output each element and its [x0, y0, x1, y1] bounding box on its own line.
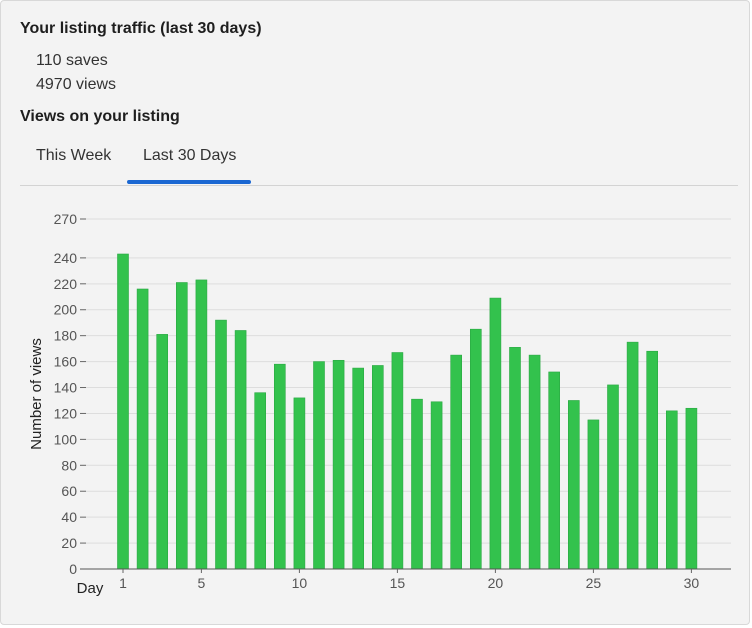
views-section-title: Views on your listing — [20, 108, 180, 125]
bar-day-9 — [273, 363, 286, 570]
bar-day-5 — [195, 279, 208, 570]
bar-day-19 — [469, 328, 482, 570]
x-tick-label: 10 — [292, 575, 308, 591]
bar-day-1 — [117, 253, 129, 570]
bar-day-29 — [665, 410, 678, 570]
y-tick-label: 240 — [54, 250, 78, 266]
x-axis-title: Day — [77, 580, 104, 597]
bar-day-25 — [587, 419, 600, 570]
bar-day-6 — [215, 319, 227, 570]
tab-divider — [20, 185, 738, 186]
y-tick-label: 100 — [54, 431, 78, 447]
views-count: 4970 views — [36, 76, 117, 93]
bar-day-30 — [685, 407, 698, 570]
y-tick-label: 200 — [54, 302, 78, 318]
bar-day-8 — [254, 392, 266, 570]
bar-day-28 — [646, 350, 659, 570]
bar-day-13 — [352, 367, 365, 570]
bar-day-4 — [176, 282, 188, 570]
x-tick-label: 25 — [586, 575, 602, 591]
traffic-title: Your listing traffic (last 30 days) — [20, 20, 262, 37]
active-tab-indicator — [127, 180, 251, 184]
tab-this-week[interactable]: This Week — [36, 147, 112, 164]
bar-day-27 — [626, 341, 639, 570]
bar-day-18 — [450, 354, 463, 570]
bar-day-2 — [136, 288, 149, 570]
bar-day-23 — [548, 371, 561, 570]
saves-count: 110 saves — [36, 52, 108, 69]
y-tick-label: 20 — [61, 535, 77, 551]
y-tick-label: 40 — [61, 509, 77, 525]
bar-day-21 — [509, 347, 521, 570]
x-tick-label: 5 — [198, 575, 206, 591]
bar-day-15 — [391, 352, 404, 570]
y-tick-label: 270 — [54, 211, 78, 227]
bar-day-11 — [313, 361, 325, 570]
y-tick-label: 60 — [61, 483, 77, 499]
bar-day-16 — [411, 398, 423, 570]
y-tick-label: 180 — [54, 328, 78, 344]
bar-day-24 — [567, 400, 580, 570]
y-tick-label: 140 — [54, 380, 78, 396]
bar-day-17 — [430, 401, 443, 570]
x-tick-label: 15 — [390, 575, 406, 591]
x-tick-label: 1 — [119, 575, 127, 591]
bar-day-26 — [607, 384, 619, 570]
y-axis-title: Number of views — [28, 338, 45, 450]
bar-day-20 — [489, 297, 502, 570]
bar-day-12 — [332, 359, 345, 570]
bar-day-7 — [234, 330, 247, 570]
bar-day-3 — [156, 334, 168, 570]
y-tick-label: 0 — [69, 561, 77, 577]
chart-bars — [117, 253, 698, 570]
tab-last-30-days[interactable]: Last 30 Days — [143, 147, 237, 164]
y-tick-label: 80 — [61, 457, 77, 473]
y-tick-label: 160 — [54, 354, 78, 370]
y-tick-label: 120 — [54, 405, 78, 421]
x-tick-label: 30 — [684, 575, 700, 591]
bar-day-10 — [293, 397, 306, 570]
y-tick-label: 220 — [54, 276, 78, 292]
bar-day-22 — [528, 354, 541, 570]
x-tick-label: 20 — [488, 575, 504, 591]
bar-day-14 — [371, 365, 384, 570]
chart-gridlines — [86, 218, 731, 544]
